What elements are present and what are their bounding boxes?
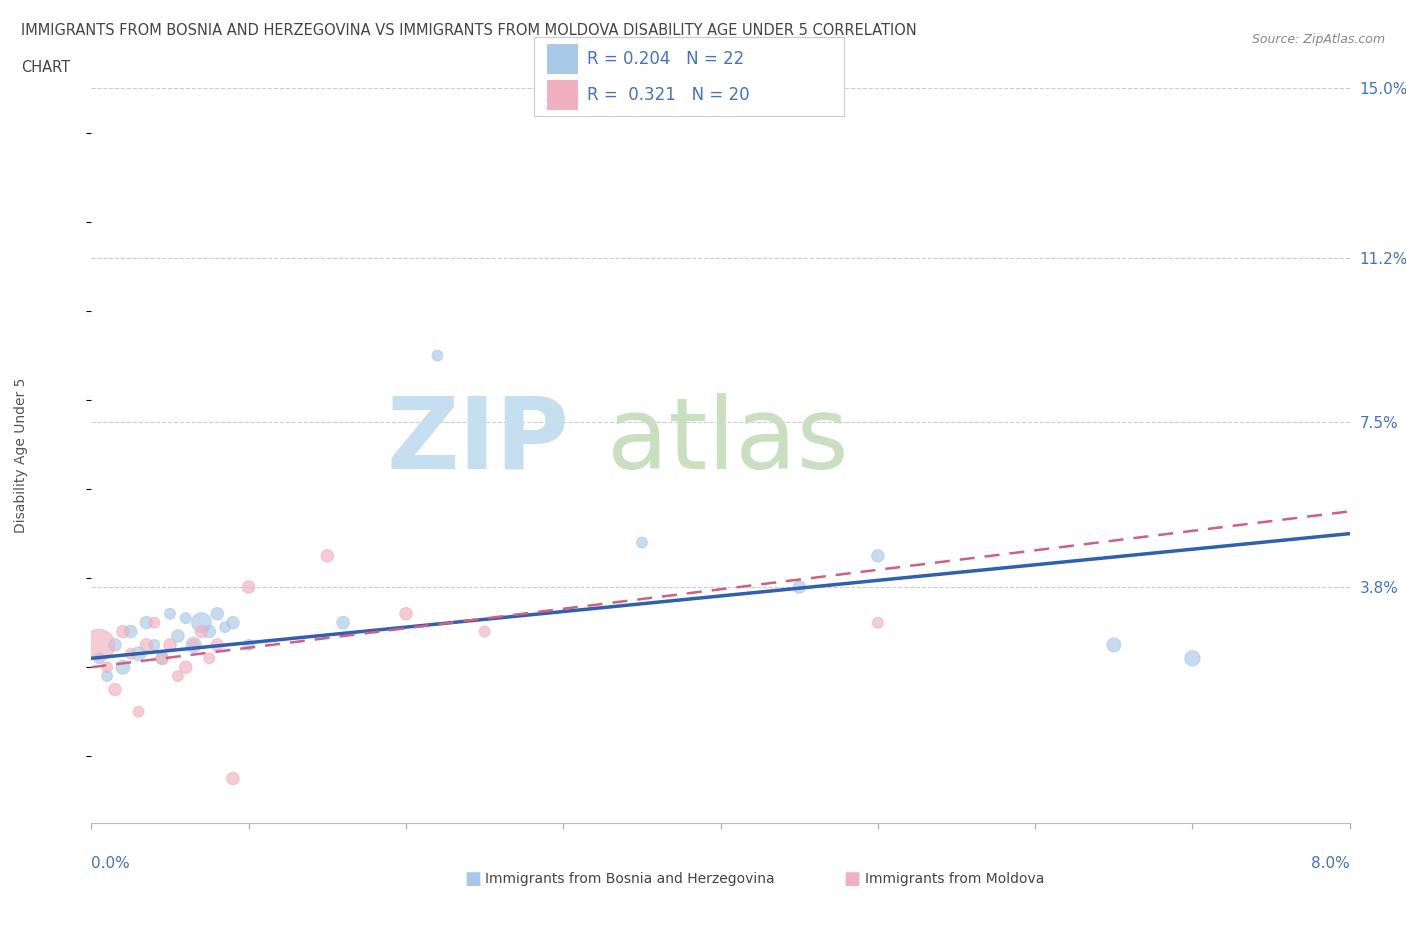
Point: [159, 606, 181, 621]
Point: [174, 611, 197, 626]
Text: CHART: CHART: [21, 60, 70, 75]
Point: [198, 624, 221, 639]
Point: [111, 659, 134, 674]
Point: [89, 651, 111, 666]
Point: [316, 549, 339, 564]
Text: 0.0%: 0.0%: [91, 856, 131, 870]
Point: [167, 669, 190, 684]
Point: [866, 549, 889, 564]
Point: [143, 637, 166, 652]
Point: [787, 579, 810, 594]
Bar: [547, 44, 578, 73]
Point: [104, 682, 127, 697]
Point: [222, 616, 245, 631]
Point: [128, 646, 150, 661]
Point: [238, 579, 260, 594]
Text: Immigrants from Bosnia and Herzegovina: Immigrants from Bosnia and Herzegovina: [485, 871, 775, 886]
Text: R = 0.204   N = 22: R = 0.204 N = 22: [586, 49, 744, 68]
Point: [89, 637, 111, 652]
Point: [205, 606, 228, 621]
Text: ■: ■: [844, 870, 860, 888]
Point: [474, 624, 496, 639]
Point: [96, 669, 118, 684]
Point: [183, 637, 205, 652]
Point: [222, 771, 245, 786]
Bar: [547, 80, 578, 110]
Point: [1102, 637, 1125, 652]
Point: [174, 659, 197, 674]
Point: [198, 651, 221, 666]
Point: [135, 616, 157, 631]
Point: [183, 637, 205, 652]
Point: [120, 624, 142, 639]
Point: [128, 704, 150, 719]
Point: [238, 637, 260, 652]
Text: IMMIGRANTS FROM BOSNIA AND HERZEGOVINA VS IMMIGRANTS FROM MOLDOVA DISABILITY AGE: IMMIGRANTS FROM BOSNIA AND HERZEGOVINA V…: [21, 23, 917, 38]
Text: ■: ■: [464, 870, 481, 888]
Point: [96, 659, 118, 674]
Point: [150, 651, 173, 666]
Point: [150, 651, 173, 666]
Text: R =  0.321   N = 20: R = 0.321 N = 20: [586, 86, 749, 104]
Point: [1181, 651, 1204, 666]
Point: [120, 646, 142, 661]
Text: 8.0%: 8.0%: [1310, 856, 1350, 870]
Point: [143, 616, 166, 631]
Point: [426, 348, 449, 363]
Point: [111, 624, 134, 639]
Point: [167, 629, 190, 644]
Point: [214, 619, 236, 634]
Point: [159, 637, 181, 652]
Text: Disability Age Under 5: Disability Age Under 5: [14, 378, 28, 534]
Point: [104, 637, 127, 652]
Text: Source: ZipAtlas.com: Source: ZipAtlas.com: [1251, 33, 1385, 46]
Point: [205, 637, 228, 652]
Text: Immigrants from Moldova: Immigrants from Moldova: [865, 871, 1045, 886]
Point: [190, 616, 212, 631]
Point: [631, 535, 654, 550]
Point: [135, 637, 157, 652]
Point: [395, 606, 418, 621]
Text: atlas: atlas: [607, 392, 849, 489]
Point: [190, 624, 212, 639]
Point: [866, 616, 889, 631]
Point: [332, 616, 354, 631]
Text: ZIP: ZIP: [387, 392, 569, 489]
